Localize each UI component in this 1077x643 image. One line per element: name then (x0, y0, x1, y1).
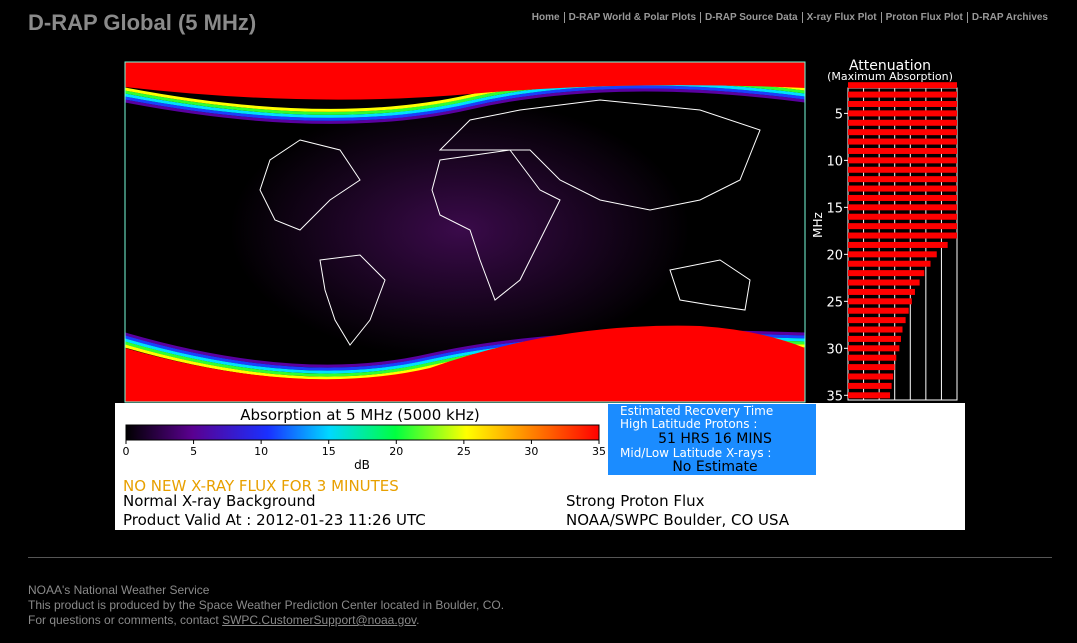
bar (848, 194, 957, 201)
email-link[interactable]: SWPC.CustomerSupport@noaa.gov (222, 613, 417, 627)
y-tick-label: 5 (835, 107, 843, 122)
y-tick-label: 35 (826, 389, 843, 404)
colorbar-tick-label: 5 (190, 445, 197, 458)
bar (848, 82, 957, 89)
bar (848, 354, 897, 361)
colorbar-tick-label: 0 (123, 445, 130, 458)
bar (848, 298, 912, 305)
nav: Home D-RAP World & Polar Plots D-RAP Sou… (528, 12, 1052, 23)
recovery-label: High Latitude Protons : (620, 417, 757, 431)
colorbar-title: Absorption at 5 MHz (5000 kHz) (240, 406, 479, 424)
bar (848, 119, 957, 126)
x-tick-label: 20 (903, 404, 917, 417)
bar (848, 392, 891, 399)
nav-link[interactable]: X-ray Flux Plot (801, 12, 881, 23)
absorption-map (124, 61, 806, 403)
colorbar-label: dB (354, 458, 370, 472)
bar (848, 326, 903, 333)
footer-text: . (416, 613, 420, 627)
x-tick-label: 10 (872, 404, 886, 417)
y-axis-label: MHz (811, 212, 825, 238)
recovery-box (608, 404, 816, 475)
bar (848, 91, 957, 98)
footer: NOAA's National Weather Service This pro… (28, 583, 504, 628)
alert-text: NO NEW X-RAY FLUX FOR 3 MINUTES (123, 477, 399, 495)
recovery-title: Estimated Recovery Time (620, 404, 773, 418)
colorbar-tick-label: 30 (524, 445, 538, 458)
colorbar-tick-label: 25 (457, 445, 471, 458)
bar (848, 251, 937, 258)
bar (848, 279, 920, 286)
footer-text: For questions or comments, contact SWPC.… (28, 613, 504, 628)
product-image: Absorption at 5 MHz (5000 kHz) 0 5 10 15 20 2… (115, 58, 965, 530)
bar (848, 185, 957, 192)
x-tick-label: 30 (934, 404, 948, 417)
status-text: Normal X-ray Background (123, 492, 315, 510)
chart-title: Attenuation (849, 58, 931, 74)
bar (848, 373, 894, 380)
bar (848, 382, 892, 389)
bar (848, 147, 957, 154)
bar (848, 241, 948, 248)
bar (848, 157, 957, 164)
x-tick-label: 25 (919, 404, 933, 417)
footer-text: NOAA's National Weather Service (28, 583, 210, 597)
nav-link[interactable]: Home (531, 12, 560, 23)
y-tick-label: 20 (826, 248, 843, 263)
x-tick-label: 35 (950, 404, 964, 417)
divider (28, 557, 1052, 558)
status-text: NOAA/SWPC Boulder, CO USA (566, 511, 790, 529)
bar (848, 129, 957, 136)
footer-text: For questions or comments, contact (28, 613, 219, 627)
bar (848, 364, 895, 371)
y-tick-label: 15 (826, 201, 843, 216)
page-title: D-RAP Global (5 MHz) (28, 10, 257, 35)
bar (848, 204, 957, 211)
recovery-value: 51 HRS 16 MINS (658, 431, 772, 447)
bar (848, 317, 906, 324)
recovery-label: Mid/Low Latitude X-rays : (620, 446, 771, 460)
bar (848, 138, 957, 145)
bar (848, 260, 931, 267)
y-tick-label: 25 (826, 295, 843, 310)
nav-link[interactable]: D-RAP World & Polar Plots (563, 12, 700, 23)
nav-link[interactable]: D-RAP Archives (966, 12, 1052, 23)
bar (848, 232, 957, 239)
status-text: Strong Proton Flux (566, 492, 705, 510)
status-text: Product Valid At : 2012-01-23 11:26 UTC (123, 511, 426, 529)
bar (848, 345, 900, 352)
bar (848, 110, 957, 117)
nav-link[interactable]: Proton Flux Plot (880, 12, 967, 23)
bar (848, 307, 909, 314)
bar (848, 213, 957, 220)
x-tick-label: 15 (888, 404, 902, 417)
colorbar-tick-label: 35 (592, 445, 606, 458)
recovery-value: No Estimate (672, 459, 757, 475)
bar (848, 100, 957, 107)
bar (848, 176, 957, 183)
chart-subtitle: (Maximum Absorption) (827, 70, 953, 83)
colorbar (125, 424, 600, 441)
colorbar-tick-label: 10 (254, 445, 268, 458)
colorbar-tick-label: 20 (389, 445, 403, 458)
x-tick-label: 0 (845, 404, 852, 417)
bar (848, 270, 925, 277)
y-tick-label: 10 (826, 154, 843, 169)
nav-link[interactable]: D-RAP Source Data (700, 12, 802, 23)
y-tick-label: 30 (826, 342, 843, 357)
x-tick-label: 5 (860, 404, 867, 417)
bar (848, 288, 915, 295)
bar (848, 166, 957, 173)
bar (848, 335, 901, 342)
colorbar-tick-label: 15 (322, 445, 336, 458)
info-panel (115, 403, 965, 530)
x-axis-label: dB (881, 427, 900, 443)
footer-text: This product is produced by the Space We… (28, 598, 505, 612)
bar (848, 223, 957, 230)
